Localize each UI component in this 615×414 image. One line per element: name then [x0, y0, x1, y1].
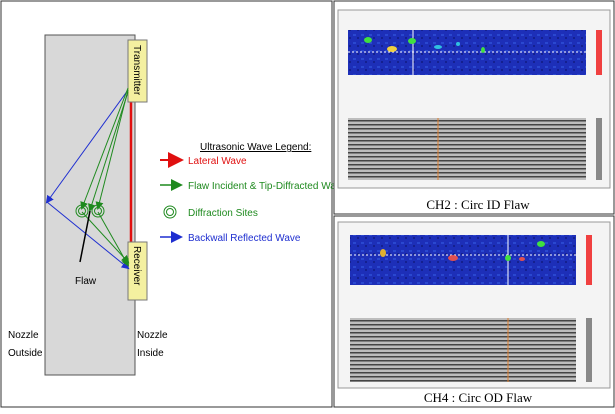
indications	[364, 37, 372, 43]
indications	[456, 42, 460, 46]
color-bar	[596, 30, 602, 75]
nozzle-outside: Nozzle	[8, 330, 39, 341]
screen: Transmitter Receiver Flaw Nozzle Outside…	[0, 0, 615, 409]
b-scan	[350, 318, 576, 382]
legend-item: Diffraction Sites	[188, 208, 258, 219]
indications	[387, 46, 397, 52]
receiver-label: Receiver	[131, 246, 142, 286]
nozzle-inside: Nozzle	[137, 330, 168, 341]
indications	[380, 249, 386, 257]
indications	[505, 255, 511, 261]
indications	[537, 241, 545, 247]
color-bar	[586, 235, 592, 285]
b-scan	[348, 118, 586, 180]
nozzle-outside: Outside	[8, 348, 43, 359]
nozzle-wall	[45, 35, 135, 375]
indications	[448, 255, 458, 261]
legend-item: Flaw Incident & Tip-Diffracted Waves	[188, 181, 351, 192]
legend-title: Ultrasonic Wave Legend:	[200, 142, 311, 153]
transmitter-label: Transmitter	[131, 45, 142, 96]
indications	[434, 45, 442, 49]
c-scan	[348, 30, 586, 75]
caption: CH4 : Circ OD Flaw	[424, 390, 533, 405]
indications	[408, 38, 416, 44]
indications	[519, 257, 525, 261]
gray-bar	[586, 318, 592, 382]
legend-item: Lateral Wave	[188, 156, 247, 167]
nozzle-inside: Inside	[137, 348, 164, 359]
gray-bar	[596, 118, 602, 180]
indications	[481, 47, 485, 53]
legend-item: Backwall Reflected Wave	[188, 233, 301, 244]
flaw-label: Flaw	[75, 276, 97, 287]
caption: CH2 : Circ ID Flaw	[426, 197, 530, 212]
